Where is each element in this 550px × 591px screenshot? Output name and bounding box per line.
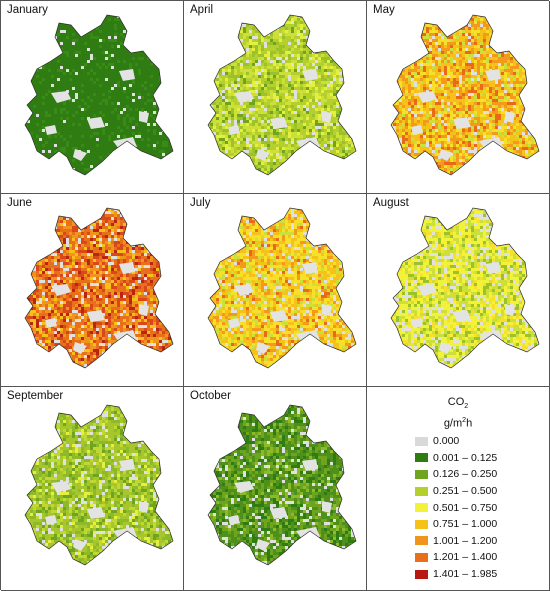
map-panel-october: October <box>184 387 367 591</box>
city-boundary <box>207 14 357 176</box>
panel-title: July <box>190 197 211 209</box>
city-map-october <box>207 404 357 566</box>
map-panel-july: July <box>184 194 367 387</box>
panel-title: August <box>373 197 409 209</box>
legend-item: 0.751 – 1.000 <box>415 516 497 533</box>
legend-label: 0.751 – 1.000 <box>433 518 498 531</box>
legend-label: 0.000 <box>433 435 460 448</box>
legend-swatch <box>415 486 428 496</box>
legend-title: CO2 <box>447 396 469 411</box>
legend-swatch <box>415 469 428 479</box>
city-boundary <box>207 207 357 369</box>
legend-label: 0.251 – 0.500 <box>433 485 498 498</box>
city-map-july <box>207 207 357 369</box>
city-boundary <box>24 14 174 176</box>
city-map-september <box>24 404 174 566</box>
city-boundary <box>207 404 357 566</box>
map-panel-august: August <box>367 194 550 387</box>
legend-label: 1.401 – 1.985 <box>433 568 498 581</box>
legend-label: 0.126 – 0.250 <box>433 468 498 481</box>
legend-item: 0.251 – 0.500 <box>415 483 497 500</box>
panel-title: June <box>7 197 32 209</box>
legend-swatch <box>415 503 428 513</box>
map-panel-january: January <box>1 1 184 194</box>
legend-swatch <box>415 453 428 463</box>
legend-swatch <box>415 519 428 529</box>
legend-swatch <box>415 536 428 546</box>
legend-item: 0.001 – 0.125 <box>415 450 497 467</box>
legend-label: 0.001 – 0.125 <box>433 451 498 464</box>
city-boundary <box>390 207 540 369</box>
map-legend: CO2 g/m2h 0.000 0.001 – 0.125 0.126 – 0.… <box>367 387 550 591</box>
city-boundary <box>24 404 174 566</box>
city-map-april <box>207 14 357 176</box>
city-map-may <box>390 14 540 176</box>
panel-title: October <box>190 390 231 402</box>
legend-list: 0.000 0.001 – 0.125 0.126 – 0.250 0.251 … <box>415 433 497 582</box>
map-panel-june: June <box>1 194 184 387</box>
city-boundary <box>390 14 540 176</box>
panel-title: September <box>7 390 64 402</box>
map-panel-september: September <box>1 387 184 591</box>
map-panel-may: May <box>367 1 550 194</box>
legend-item: 0.126 – 0.250 <box>415 466 497 483</box>
panel-title: April <box>190 4 214 16</box>
legend-item: 0.501 – 0.750 <box>415 499 497 516</box>
legend-unit: g/m2h <box>443 417 473 430</box>
legend-swatch <box>415 552 428 562</box>
panel-title: January <box>7 4 48 16</box>
city-map-august <box>390 207 540 369</box>
legend-item: 1.001 – 1.200 <box>415 533 497 550</box>
city-map-june <box>24 207 174 369</box>
legend-header: CO2 g/m2h <box>367 395 549 431</box>
city-map-january <box>24 14 174 176</box>
city-boundary <box>24 207 174 369</box>
map-panel-april: April <box>184 1 367 194</box>
legend-swatch <box>415 569 428 579</box>
legend-item: 0.000 <box>415 433 497 450</box>
panel-title: May <box>373 4 395 16</box>
legend-label: 0.501 – 0.750 <box>433 501 498 514</box>
legend-label: 1.201 – 1.400 <box>433 551 498 564</box>
legend-label: 1.001 – 1.200 <box>433 534 498 547</box>
legend-swatch <box>415 436 428 446</box>
legend-item: 1.201 – 1.400 <box>415 549 497 566</box>
legend-item: 1.401 – 1.985 <box>415 566 497 583</box>
